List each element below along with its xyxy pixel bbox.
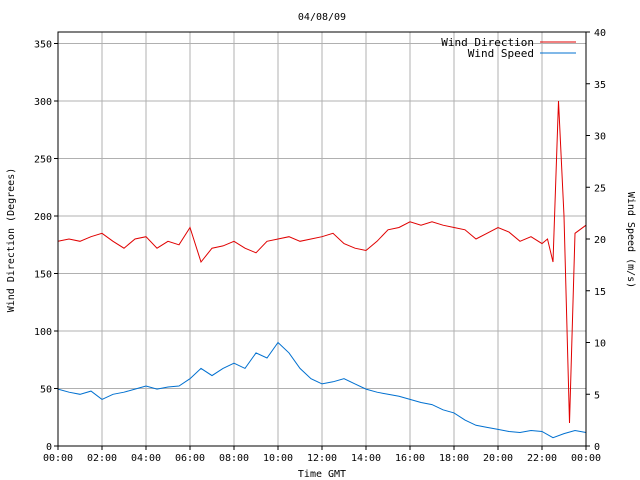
y-right-tick-label: 20 [594, 235, 606, 246]
y-axis-right-label: Wind Speed (m/s) [625, 192, 636, 288]
y-right-tick-label: 15 [594, 287, 606, 298]
legend-wind-speed-label: Wind Speed [468, 47, 534, 60]
x-tick-label: 10:00 [263, 453, 293, 464]
y-left-tick-label: 0 [46, 442, 52, 453]
tick-labels: 00:00 02:00 04:00 06:00 08:00 10:00 12:00 14:00… [34, 28, 606, 464]
y-left-tick-label: 250 [34, 155, 52, 166]
legend-wind-direction-label: Wind Direction [441, 36, 534, 49]
y-right-tick-label: 0 [594, 442, 600, 453]
x-tick-label: 08:00 [219, 453, 249, 464]
x-tick-label: 14:00 [351, 453, 381, 464]
x-tick-label: 00:00 [571, 453, 601, 464]
y-left-tick-label: 200 [34, 212, 52, 223]
y-right-tick-label: 35 [594, 80, 606, 91]
series-wind-direction [57, 100, 587, 424]
y-left-tick-label: 100 [34, 327, 52, 338]
x-tick-label: 22:00 [527, 453, 557, 464]
series-wind-speed [57, 341, 587, 439]
y-right-tick-label: 5 [594, 390, 600, 401]
legend: Wind Direction Wind Speed [441, 36, 576, 60]
x-tick-label: 04:00 [131, 453, 161, 464]
x-tick-label: 18:00 [439, 453, 469, 464]
x-tick-label: 00:00 [43, 453, 73, 464]
x-axis-label: Time GMT [298, 469, 346, 480]
x-tick-label: 20:00 [483, 453, 513, 464]
y-axis-left-label: Wind Direction (Degrees) [6, 168, 17, 313]
x-tick-label: 06:00 [175, 453, 205, 464]
x-tick-label: 12:00 [307, 453, 337, 464]
y-left-tick-label: 300 [34, 97, 52, 108]
x-tick-label: 16:00 [395, 453, 425, 464]
y-right-tick-label: 30 [594, 132, 606, 143]
y-right-tick-label: 40 [594, 28, 606, 39]
chart-title: 04/08/09 [298, 12, 346, 23]
y-right-tick-label: 25 [594, 183, 606, 194]
y-left-tick-label: 50 [40, 385, 52, 396]
series-layer [57, 100, 587, 439]
y-left-tick-label: 350 [34, 40, 52, 51]
y-right-tick-label: 10 [594, 339, 606, 350]
y-left-tick-label: 150 [34, 270, 52, 281]
x-tick-label: 02:00 [87, 453, 117, 464]
